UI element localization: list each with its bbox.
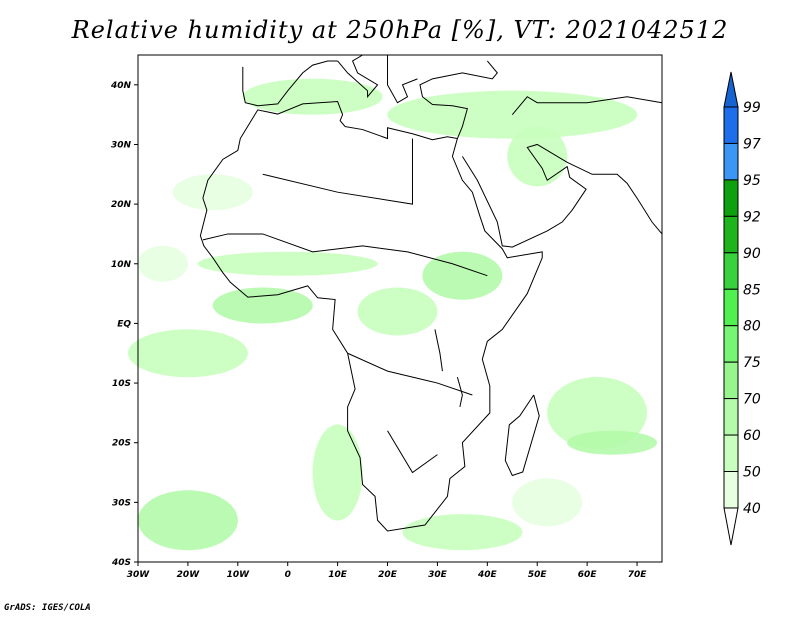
colorbar-label: 99 <box>743 100 761 116</box>
humidity-area <box>312 424 363 521</box>
humidity-area <box>127 329 248 378</box>
colorbar-segment <box>723 434 739 472</box>
lat-tick-label: 30S <box>112 498 131 508</box>
colorbar-bottom-arrow <box>723 507 739 546</box>
humidity-area <box>137 245 188 282</box>
lat-tick-label: 40N <box>110 81 132 91</box>
humidity-area <box>422 251 503 300</box>
humidity-area <box>512 478 583 527</box>
lon-tick-label: 30E <box>428 570 448 580</box>
lat-tick-label: 20N <box>111 200 132 210</box>
lon-tick-label: 20E <box>378 570 398 580</box>
colorbar: 99 97 95 92 90 85 80 75 70 60 50 40 <box>723 71 761 546</box>
coastline <box>202 233 488 277</box>
coastline <box>387 430 438 474</box>
coastline <box>347 352 473 396</box>
coastline <box>199 101 543 532</box>
coastlines <box>199 54 663 532</box>
coastline <box>504 394 540 477</box>
humidity-area <box>242 78 383 115</box>
lon-tick-label: 50E <box>528 570 548 580</box>
humidity-area <box>137 490 238 551</box>
humidity-area <box>402 514 523 551</box>
lon-tick-label: 60E <box>578 570 598 580</box>
colorbar-label: 90 <box>743 246 761 262</box>
coastline <box>456 376 463 408</box>
lon-tick-label: 40E <box>477 570 498 580</box>
lon-tick-label: 10W <box>227 570 251 580</box>
lon-tick-label: 20W <box>177 570 201 580</box>
lat-tick-label: EQ <box>117 319 131 329</box>
humidity-area <box>172 174 253 211</box>
colorbar-segment <box>723 325 739 363</box>
humidity-fields <box>127 78 658 551</box>
humidity-area <box>507 126 568 187</box>
lat-tick-label: 10S <box>112 379 131 389</box>
colorbar-segment <box>723 398 739 436</box>
lat-tick-label: 20S <box>112 439 131 449</box>
lon-tick-label: 0 <box>285 570 291 580</box>
colorbar-label: 70 <box>743 392 761 408</box>
colorbar-label: 40 <box>743 501 761 517</box>
humidity-area <box>547 376 648 449</box>
coastline <box>511 96 663 115</box>
axis-ticks: 30W 20W 10W 0 10E 20E 30E 40E 50E 60E 70E 40N 30N 20N… <box>110 81 647 580</box>
colorbar-label: 85 <box>743 282 761 298</box>
colorbar-label: 60 <box>743 428 761 444</box>
colorbar-segment <box>723 288 739 327</box>
colorbar-label: 95 <box>743 173 761 189</box>
colorbar-segment <box>723 142 739 181</box>
coastline <box>242 60 338 107</box>
colorbar-segment <box>723 179 739 217</box>
coastline <box>419 60 498 139</box>
colorbar-segment <box>723 215 739 254</box>
lat-tick-label: 30N <box>111 140 132 150</box>
lon-tick-label: 30W <box>127 570 151 580</box>
coastline <box>337 54 379 99</box>
lon-tick-label: 10E <box>328 570 348 580</box>
humidity-area <box>357 287 438 336</box>
colorbar-top-arrow <box>723 71 739 108</box>
grads-credit: GrADS: IGES/COLA <box>4 603 91 613</box>
colorbar-label: 97 <box>743 136 761 152</box>
coastline <box>434 329 443 372</box>
colorbar-segment <box>723 471 739 509</box>
colorbar-segment <box>723 106 739 144</box>
coastline <box>387 55 418 104</box>
colorbar-label: 75 <box>743 355 761 371</box>
lat-tick-label: 10N <box>111 260 132 270</box>
coastline <box>262 138 413 205</box>
colorbar-segment <box>723 252 739 290</box>
coastline <box>461 143 663 248</box>
lon-tick-label: 70E <box>628 570 648 580</box>
humidity-area <box>212 287 313 324</box>
chart-title: Relative humidity at 250hPa [%], VT: 202… <box>71 16 729 44</box>
humidity-area <box>197 251 378 276</box>
colorbar-label: 50 <box>743 465 761 481</box>
humidity-area <box>567 430 658 455</box>
map-frame <box>137 54 663 563</box>
humidity-area <box>387 90 638 139</box>
colorbar-segment <box>723 361 739 400</box>
colorbar-label: 80 <box>743 319 761 335</box>
colorbar-label: 92 <box>743 209 761 225</box>
lat-tick-label: 40S <box>111 558 131 568</box>
